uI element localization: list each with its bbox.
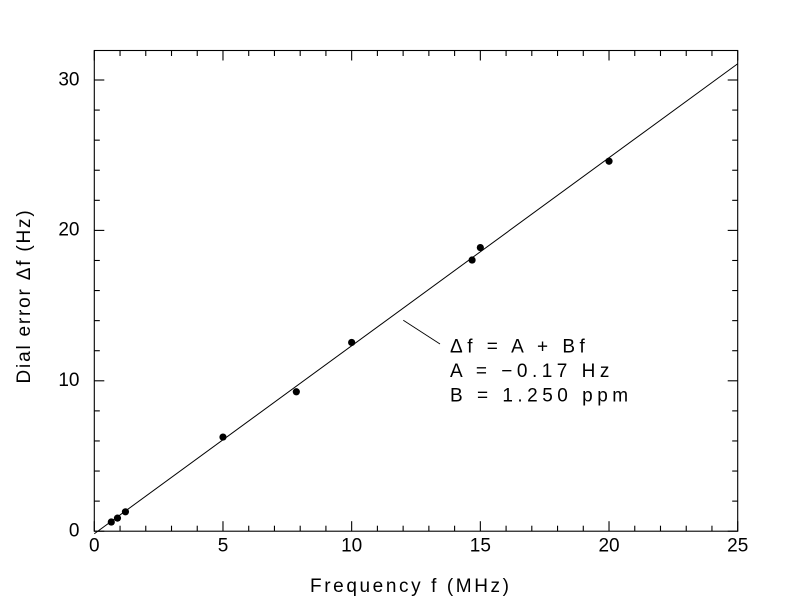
svg-text:10: 10 xyxy=(341,536,362,557)
svg-text:0: 0 xyxy=(89,536,100,557)
svg-text:5: 5 xyxy=(218,536,229,557)
svg-text:25: 25 xyxy=(727,536,748,557)
svg-text:10: 10 xyxy=(58,370,79,391)
svg-text:30: 30 xyxy=(58,69,79,90)
svg-text:15: 15 xyxy=(470,536,491,557)
svg-text:Dial error Δf (Hz): Dial error Δf (Hz) xyxy=(14,209,35,384)
svg-text:A = −0.17 Hz: A = −0.17 Hz xyxy=(450,361,614,382)
svg-text:Δf = A + Bf: Δf = A + Bf xyxy=(450,337,589,358)
svg-text:20: 20 xyxy=(58,220,79,241)
svg-text:0: 0 xyxy=(69,521,80,542)
svg-text:Frequency f (MHz): Frequency f (MHz) xyxy=(310,576,512,597)
svg-text:B = 1.250 ppm: B = 1.250 ppm xyxy=(450,386,633,407)
svg-text:20: 20 xyxy=(598,536,619,557)
